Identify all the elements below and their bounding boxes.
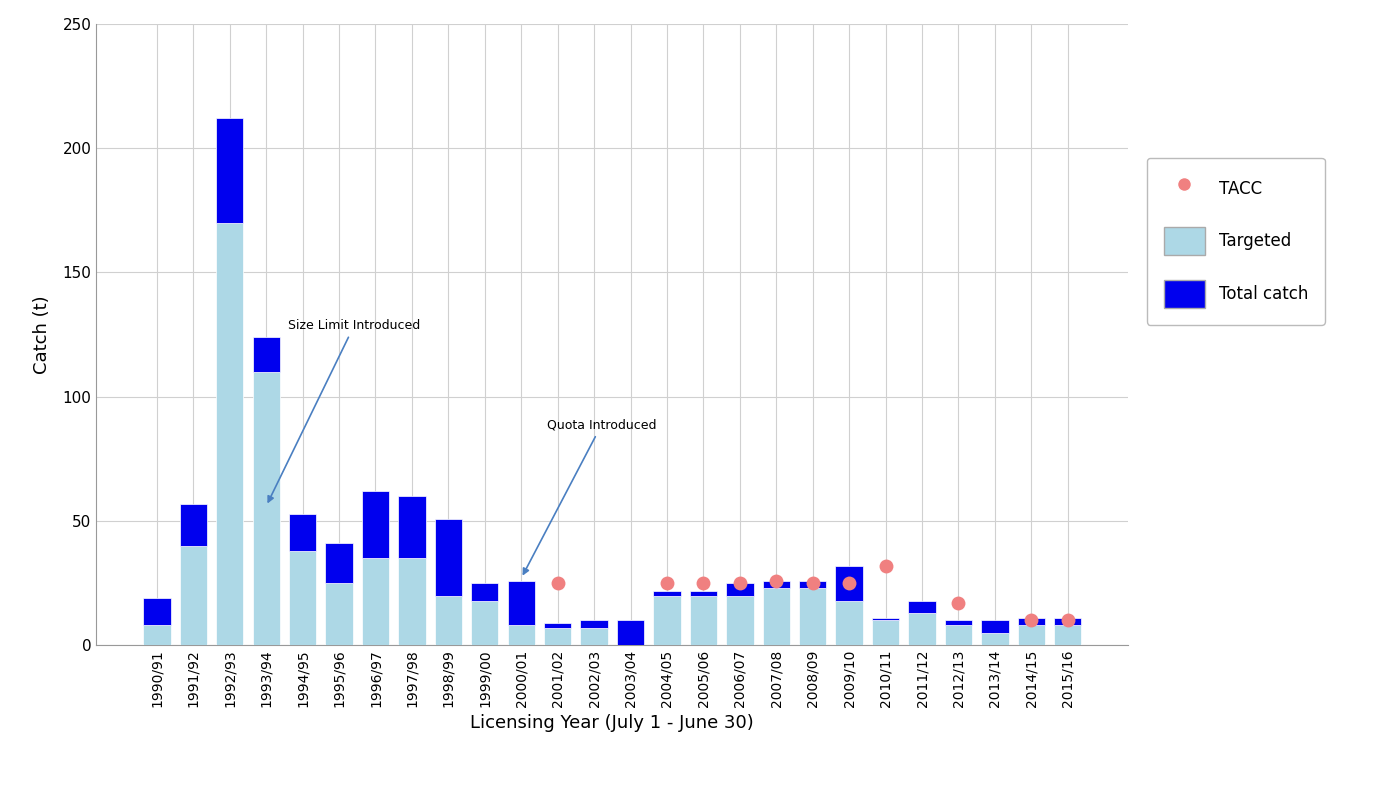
Text: Size Limit Introduced: Size Limit Introduced bbox=[268, 319, 420, 502]
Bar bbox=[362, 491, 389, 558]
Bar bbox=[835, 566, 863, 600]
X-axis label: Licensing Year (July 1 - June 30): Licensing Year (July 1 - June 30) bbox=[471, 715, 754, 733]
Bar bbox=[325, 543, 352, 583]
Bar bbox=[289, 551, 316, 645]
Bar bbox=[471, 583, 498, 600]
Bar bbox=[180, 504, 206, 546]
Bar bbox=[143, 598, 171, 626]
Bar bbox=[908, 613, 936, 645]
Bar bbox=[362, 558, 389, 645]
Bar bbox=[216, 223, 244, 645]
Bar bbox=[727, 583, 754, 596]
Bar bbox=[325, 583, 352, 645]
Bar bbox=[216, 118, 244, 223]
Text: Quota Introduced: Quota Introduced bbox=[523, 419, 656, 574]
Bar bbox=[1054, 618, 1082, 626]
Bar bbox=[762, 588, 790, 645]
Bar bbox=[253, 371, 279, 645]
Bar bbox=[508, 581, 535, 626]
Bar bbox=[689, 596, 717, 645]
Bar bbox=[799, 588, 827, 645]
Legend: TACC, Targeted, Total catch: TACC, Targeted, Total catch bbox=[1148, 157, 1325, 325]
Y-axis label: Catch (t): Catch (t) bbox=[33, 295, 51, 374]
Bar bbox=[616, 620, 644, 645]
Bar bbox=[143, 626, 171, 645]
Bar bbox=[945, 626, 971, 645]
Bar bbox=[1018, 626, 1044, 645]
Bar bbox=[981, 633, 1009, 645]
Bar bbox=[435, 596, 462, 645]
Bar bbox=[544, 628, 571, 645]
Bar bbox=[544, 623, 571, 628]
Bar bbox=[654, 590, 681, 596]
Bar bbox=[872, 620, 900, 645]
Bar bbox=[581, 620, 608, 628]
Bar bbox=[872, 618, 900, 620]
Bar bbox=[508, 626, 535, 645]
Bar bbox=[727, 596, 754, 645]
Bar bbox=[398, 496, 425, 558]
Bar bbox=[654, 596, 681, 645]
Bar bbox=[435, 519, 462, 596]
Bar bbox=[471, 600, 498, 645]
Bar bbox=[689, 590, 717, 596]
Bar bbox=[981, 620, 1009, 633]
Bar bbox=[945, 620, 971, 626]
Bar bbox=[398, 558, 425, 645]
Bar bbox=[581, 628, 608, 645]
Bar bbox=[908, 600, 936, 613]
Bar bbox=[253, 337, 279, 371]
Bar bbox=[289, 514, 316, 551]
Bar bbox=[835, 600, 863, 645]
Bar bbox=[616, 620, 644, 645]
Bar bbox=[1054, 626, 1082, 645]
Bar bbox=[180, 546, 206, 645]
Bar bbox=[1018, 618, 1044, 626]
Bar bbox=[799, 581, 827, 588]
Bar bbox=[762, 581, 790, 588]
